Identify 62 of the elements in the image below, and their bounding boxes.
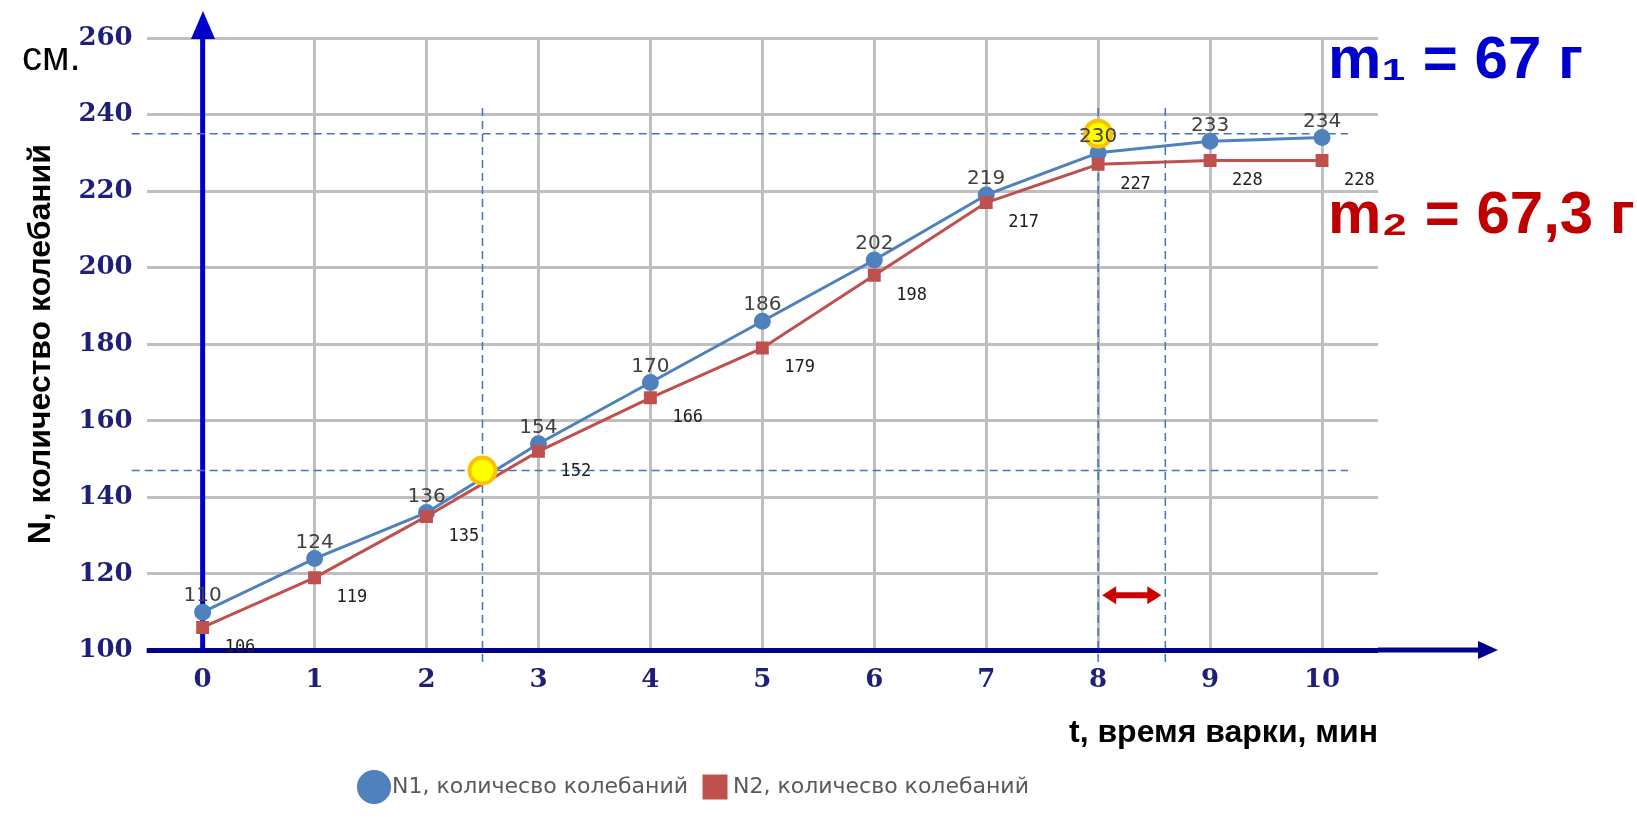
data-label: 234 [1302, 107, 1342, 132]
legend-label: N1, количесво колебаний [392, 772, 688, 798]
y-tick-label: 240 [78, 97, 133, 128]
point [532, 444, 545, 458]
point [306, 550, 324, 568]
point [1201, 132, 1219, 150]
x-tick-label: 4 [641, 662, 660, 693]
x-tick-label: 9 [1201, 662, 1220, 693]
data-label: 135 [448, 524, 480, 545]
data-label: 166 [672, 406, 704, 427]
x-tick-label: 5 [753, 662, 772, 693]
point [643, 391, 657, 405]
legend-label: N2, количесво колебаний [733, 772, 1029, 798]
x-tick-label: 1 [305, 662, 324, 693]
x-tick-label: 2 [417, 662, 436, 693]
point [420, 509, 433, 523]
y-tick-label: 220 [78, 173, 133, 204]
data-label: 227 [1120, 172, 1151, 193]
point [979, 196, 993, 210]
y-tick-label: 200 [78, 250, 133, 281]
y-tick-label: 100 [78, 633, 133, 664]
point [755, 341, 769, 355]
point [467, 455, 498, 486]
point [196, 620, 210, 634]
data-label: 119 [336, 586, 368, 607]
data-label: 154 [519, 413, 558, 438]
x-axis-title: t, время варки, мин [1069, 712, 1378, 749]
y-tick-label: 160 [78, 403, 133, 434]
data-label: 170 [631, 352, 670, 377]
point [641, 373, 659, 391]
data-label: 124 [295, 528, 334, 553]
text: см. [22, 34, 81, 78]
y-tick-label: 260 [78, 20, 133, 51]
point [194, 603, 212, 621]
data-label: 186 [743, 291, 782, 316]
x-tick-label: 8 [1089, 662, 1108, 693]
data-label: 198 [896, 283, 927, 304]
y-axis-title: N, количество колебаний [21, 144, 58, 545]
point [1315, 154, 1329, 167]
y-tick-label: 120 [78, 556, 133, 587]
data-label: 136 [407, 482, 446, 507]
point [753, 312, 771, 330]
annotation: m₁ = 67 г [1328, 24, 1583, 91]
x-tick-label: 10 [1303, 662, 1341, 693]
data-label: 202 [855, 230, 894, 255]
x-tick-label: 6 [865, 662, 884, 693]
point [1313, 129, 1331, 147]
point [308, 571, 322, 585]
x-tick-label: 0 [193, 662, 212, 693]
point [1091, 157, 1105, 171]
x-tick-label: 3 [529, 662, 548, 693]
data-label: 233 [1191, 111, 1230, 136]
data-label: 228 [1232, 168, 1263, 189]
data-label: 217 [1008, 211, 1039, 231]
point [867, 268, 881, 282]
y-tick-label: 140 [78, 480, 133, 511]
x-tick-label: 7 [977, 662, 996, 693]
point [865, 251, 883, 269]
y-tick-label: 180 [78, 326, 133, 357]
point [1203, 154, 1217, 167]
data-label: 179 [784, 356, 816, 377]
data-label: 219 [967, 165, 1006, 190]
